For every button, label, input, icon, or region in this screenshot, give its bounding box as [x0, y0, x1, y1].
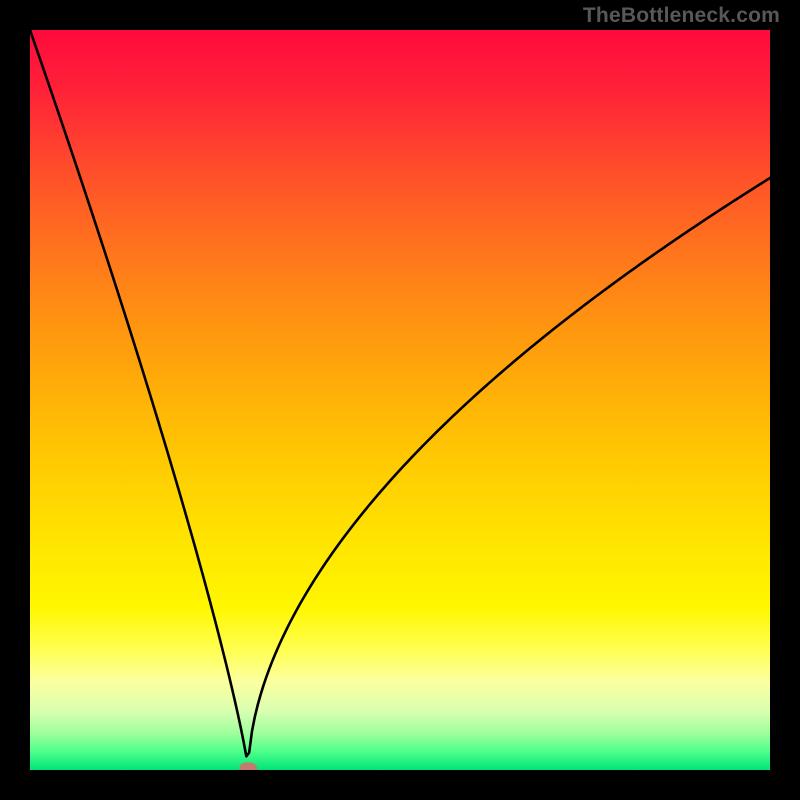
- chart-background: [30, 30, 770, 770]
- outer-frame: TheBottleneck.com: [0, 0, 800, 800]
- watermark-text: TheBottleneck.com: [583, 4, 780, 28]
- chart-svg: [30, 30, 770, 770]
- plot-area: [30, 30, 770, 770]
